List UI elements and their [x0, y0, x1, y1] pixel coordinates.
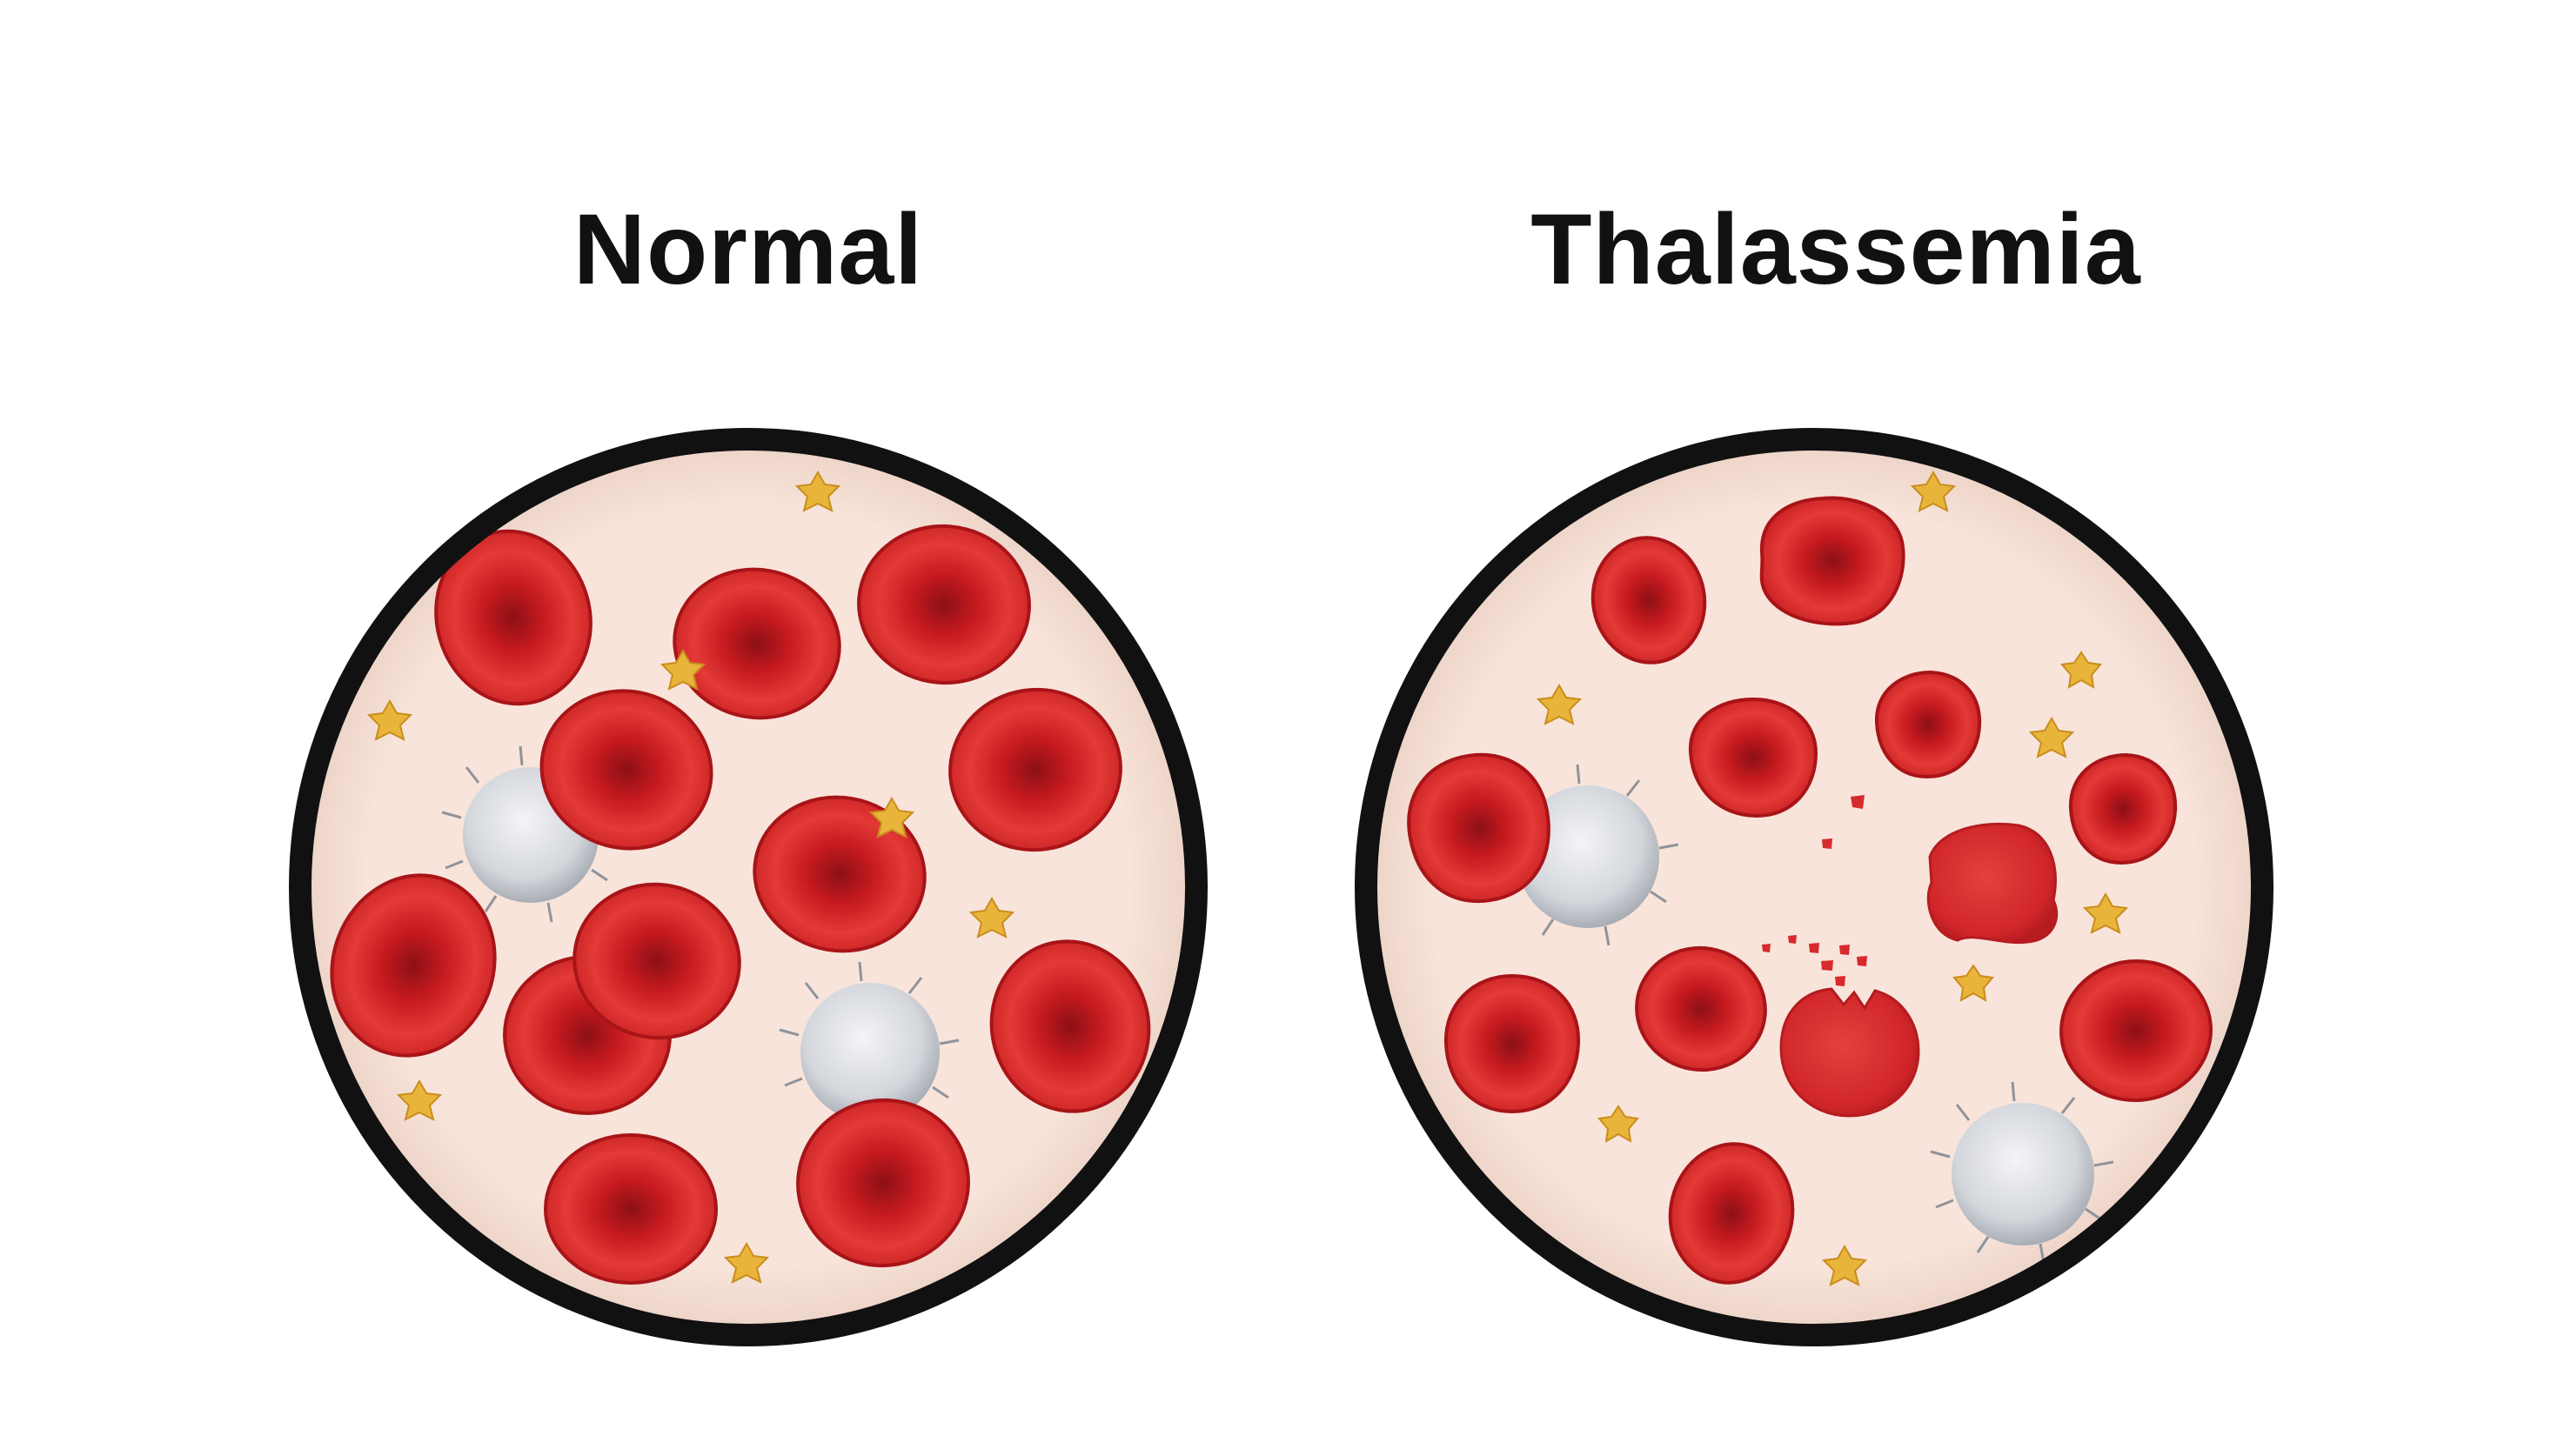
platelet-icon	[794, 470, 841, 512]
panel-title-thalassemia: Thalassemia	[1530, 194, 2141, 305]
red-cell-fragment	[1835, 976, 1845, 986]
red-blood-cell-icon	[753, 795, 927, 953]
platelet-icon	[396, 1079, 443, 1121]
red-blood-cell-icon	[573, 882, 741, 1040]
red-blood-cell-icon	[1443, 973, 1581, 1114]
platelet-icon	[1536, 683, 1583, 725]
red-cell-fragment	[1809, 943, 1819, 953]
red-blood-cell-icon	[796, 1098, 970, 1268]
red-blood-cell-icon	[1926, 822, 2059, 945]
thalassemia-smear	[1355, 428, 2273, 1346]
red-cell-fragment	[1822, 838, 1832, 849]
white-blood-cell-icon	[779, 961, 960, 1122]
red-blood-cell-icon	[948, 687, 1122, 852]
red-blood-cell-icon	[1590, 536, 1707, 665]
platelet-icon	[2028, 716, 2075, 758]
red-cell-fragment	[1857, 956, 1867, 966]
platelet-icon	[1910, 470, 1957, 512]
smear-frame	[289, 428, 1208, 1346]
red-blood-cell-icon	[1759, 496, 1905, 626]
red-blood-cell-icon	[539, 689, 713, 851]
red-blood-cell-icon	[330, 873, 497, 1058]
red-blood-cell-icon	[1688, 697, 1818, 818]
platelet-icon	[660, 648, 706, 691]
red-blood-cell-icon	[857, 524, 1031, 685]
smear-frame	[1355, 428, 2273, 1346]
red-blood-cell-icon	[1407, 752, 1550, 904]
red-blood-cell-icon	[2059, 958, 2213, 1103]
platelet-icon	[723, 1241, 770, 1284]
platelet-icon	[1597, 1105, 1639, 1143]
platelet-icon	[968, 896, 1015, 938]
red-blood-cell-icon	[1779, 987, 1920, 1118]
platelet-icon	[2060, 651, 2102, 689]
platelet-icon	[366, 698, 413, 741]
red-blood-cell-icon	[1668, 1142, 1795, 1285]
red-blood-cell-icon	[1635, 945, 1767, 1072]
red-cell-fragment	[1821, 960, 1833, 971]
platelet-icon	[1952, 964, 1994, 1002]
red-cell-fragment	[1788, 935, 1797, 944]
red-cell-fragment	[1762, 944, 1771, 952]
platelet-icon	[1821, 1244, 1868, 1286]
platelet-icon	[868, 796, 915, 838]
white-blood-cell-icon	[1930, 1081, 2114, 1264]
platelet-icon	[2082, 892, 2129, 934]
normal-smear	[289, 428, 1208, 1346]
panel-title-normal: Normal	[573, 194, 924, 305]
red-blood-cell-icon	[2068, 752, 2178, 865]
red-cell-fragment	[1851, 795, 1865, 809]
red-blood-cell-icon	[673, 567, 841, 720]
red-cell-fragment	[1839, 945, 1850, 955]
red-blood-cell-icon	[544, 1133, 718, 1285]
red-blood-cell-icon	[989, 939, 1151, 1113]
red-blood-cell-icon	[1874, 670, 1982, 779]
